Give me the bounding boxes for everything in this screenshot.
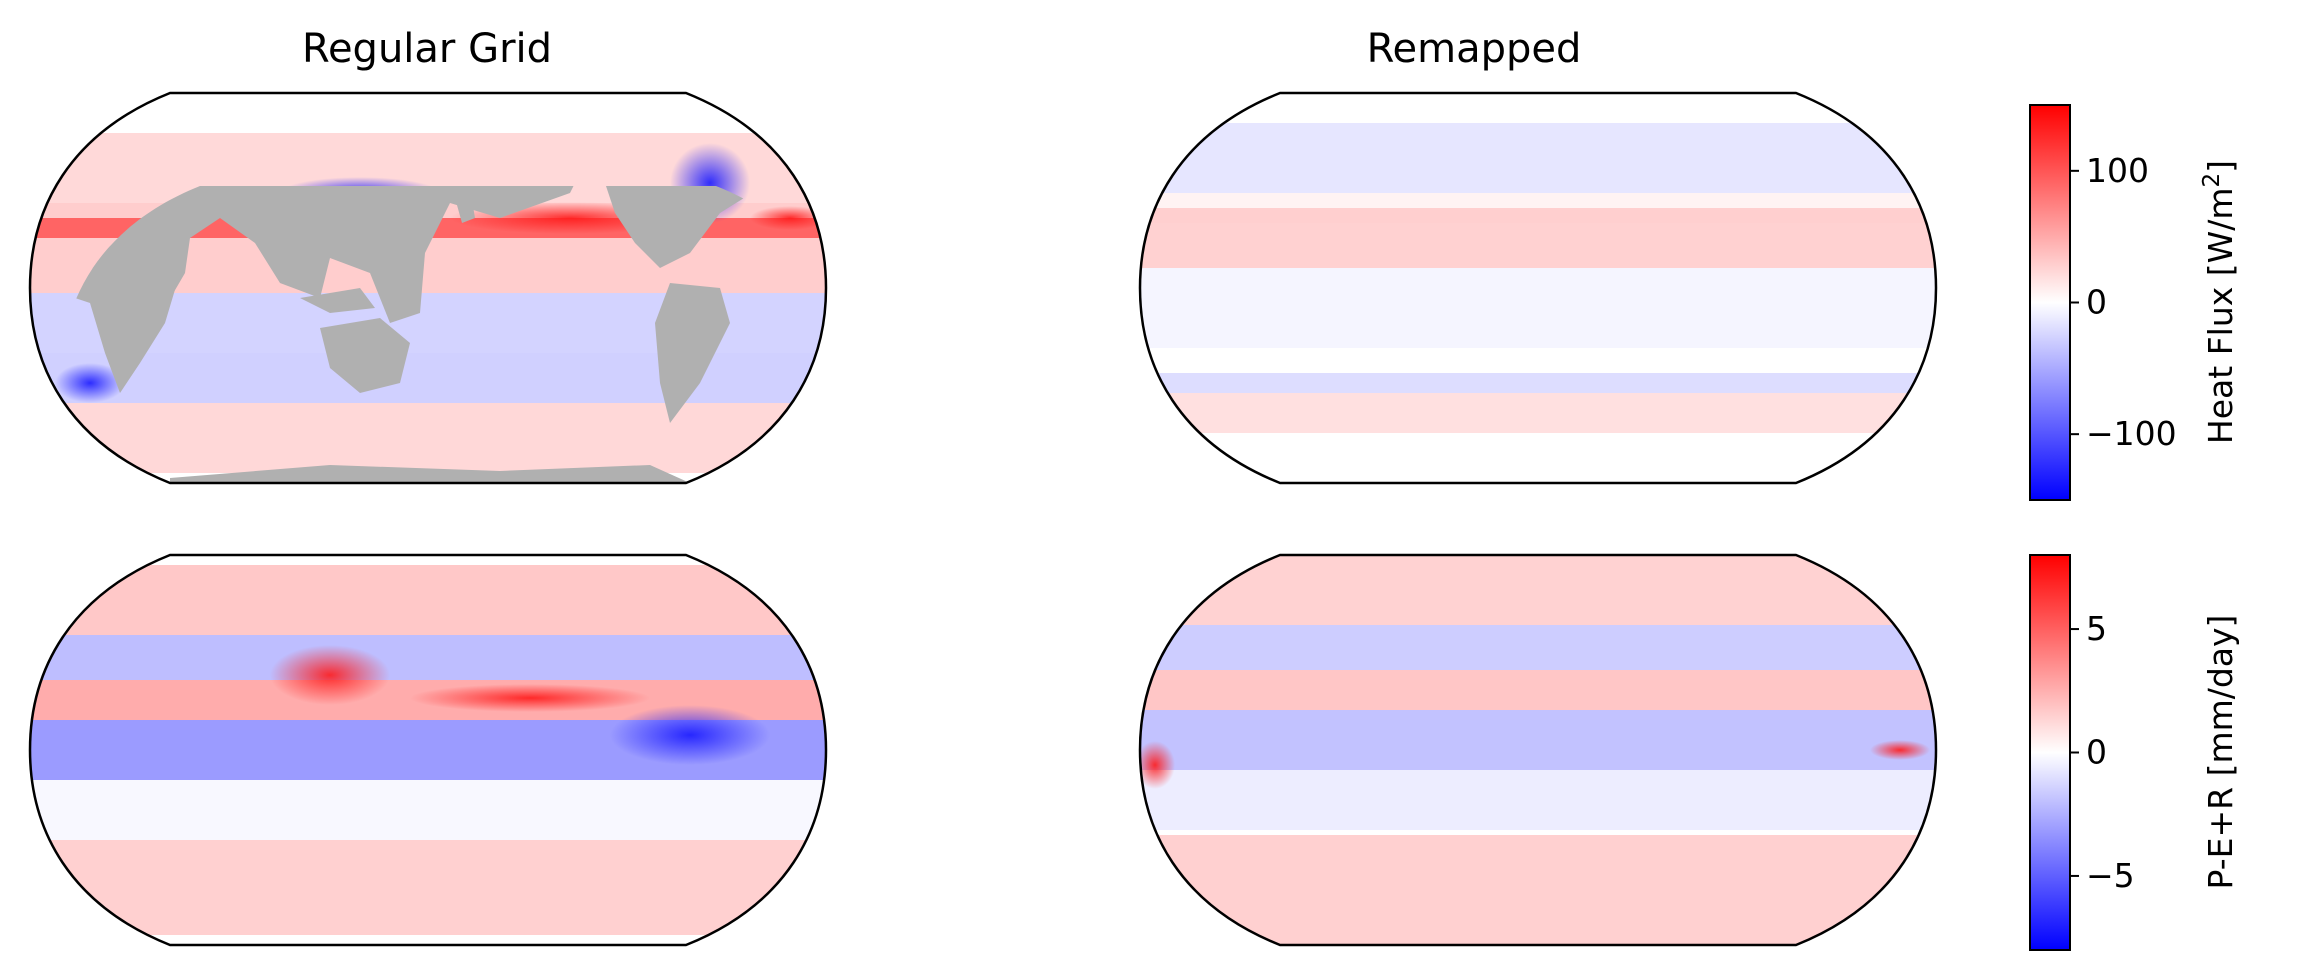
colorbar-pe-ticks: 5 0 −5 [2070, 609, 2135, 895]
colorbar-pe-label: P-E+R [mm/day] [2201, 615, 2240, 890]
colorbar-heat-flux-bar [2029, 104, 2071, 501]
map-outline [1138, 553, 1938, 947]
map-pe-remapped [1138, 553, 1938, 947]
map-heat-remapped [1138, 91, 1938, 485]
colorbar-tick-label: 0 [2086, 733, 2107, 772]
panel-title-regular: Regular Grid [302, 26, 552, 72]
map-heat-regular [28, 91, 828, 485]
colorbar-tick-label: −5 [2086, 856, 2135, 895]
map-outline [28, 553, 828, 947]
land [605, 186, 790, 268]
map-outline [28, 91, 828, 485]
colorbar-tick-label: −100 [2086, 414, 2177, 453]
land [455, 188, 475, 223]
land [320, 318, 410, 393]
map-pe-regular [28, 553, 828, 947]
colorbar-heat-flux: 100 0 −100 Heat Flux [W/m2] [2029, 104, 2240, 501]
colorbar-tick-label: 5 [2086, 609, 2107, 648]
panel-title-remapped: Remapped [1367, 26, 1582, 72]
colorbar-heat-flux-ticks: 100 0 −100 [2070, 151, 2177, 453]
land [60, 186, 590, 353]
colorbar-heat-flux-label: Heat Flux [W/m2] [2199, 160, 2240, 444]
colorbar-tick-label: 100 [2086, 151, 2149, 190]
colorbar-pe: 5 0 −5 P-E+R [mm/day] [2029, 554, 2240, 951]
land [170, 465, 690, 483]
colorbar-tick-label: 0 [2086, 283, 2107, 322]
land [300, 288, 375, 313]
map-outline [1138, 91, 1938, 485]
colorbar-pe-bar [2029, 554, 2071, 951]
land [655, 283, 730, 423]
